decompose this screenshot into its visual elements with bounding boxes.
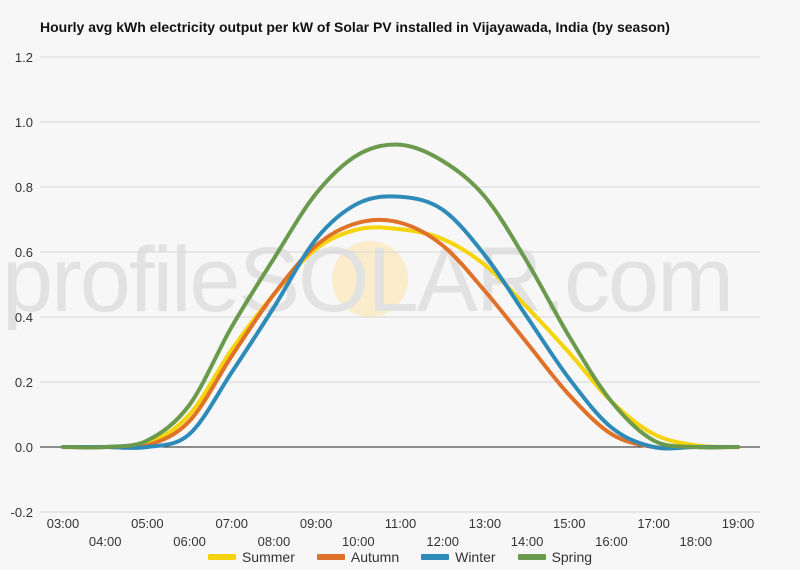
legend-swatch	[316, 554, 345, 560]
x-tick-label: 04:00	[89, 534, 122, 549]
x-tick-label: 14:00	[511, 534, 544, 549]
y-tick-label: 1.0	[15, 115, 33, 130]
watermark-sun-icon	[332, 241, 408, 317]
y-tick-label: -0.2	[11, 505, 33, 520]
x-tick-label: 03:00	[47, 516, 80, 531]
legend-item-autumn: Autumn	[316, 549, 400, 565]
legend: Summer Autumn Winter Spring	[0, 549, 800, 565]
x-tick-label: 05:00	[131, 516, 164, 531]
x-tick-label: 13:00	[469, 516, 502, 531]
legend-label: Winter	[455, 549, 496, 565]
x-tick-label: 07:00	[215, 516, 248, 531]
legend-label: Autumn	[350, 549, 400, 565]
series-line-spring	[61, 142, 740, 450]
legend-swatch	[517, 554, 546, 560]
x-tick-label: 16:00	[595, 534, 628, 549]
y-tick-label: 0.6	[15, 245, 33, 260]
legend-item-summer: Summer	[207, 549, 295, 565]
x-tick-label: 09:00	[300, 516, 333, 531]
x-tick-label: 15:00	[553, 516, 586, 531]
y-tick-label: 0.0	[15, 440, 33, 455]
y-tick-label: 1.2	[15, 50, 33, 65]
series-line-autumn	[61, 217, 740, 450]
x-tick-label: 06:00	[173, 534, 206, 549]
legend-item-spring: Spring	[517, 549, 593, 565]
x-tick-label: 18:00	[680, 534, 713, 549]
x-tick-label: 12:00	[426, 534, 459, 549]
series-line-winter	[61, 194, 740, 451]
y-tick-label: 0.2	[15, 375, 33, 390]
x-tick-label: 10:00	[342, 534, 375, 549]
legend-label: Spring	[551, 549, 593, 565]
y-tick-label: 0.4	[15, 310, 33, 325]
legend-item-winter: Winter	[421, 549, 496, 565]
legend-swatch	[207, 554, 236, 560]
x-tick-label: 17:00	[637, 516, 670, 531]
watermark-text: profileSOLAR.com	[2, 229, 732, 331]
legend-label: Summer	[241, 549, 295, 565]
x-tick-label: 08:00	[258, 534, 291, 549]
y-tick-label: 0.8	[15, 180, 33, 195]
legend-swatch	[421, 554, 450, 560]
x-tick-label: 19:00	[722, 516, 755, 531]
x-tick-label: 11:00	[385, 516, 417, 531]
chart-title: Hourly avg kWh electricity output per kW…	[40, 19, 670, 35]
